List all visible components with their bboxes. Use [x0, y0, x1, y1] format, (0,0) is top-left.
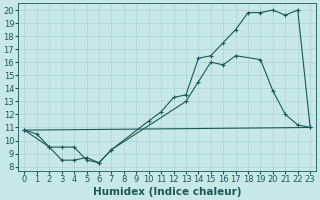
X-axis label: Humidex (Indice chaleur): Humidex (Indice chaleur): [93, 187, 242, 197]
